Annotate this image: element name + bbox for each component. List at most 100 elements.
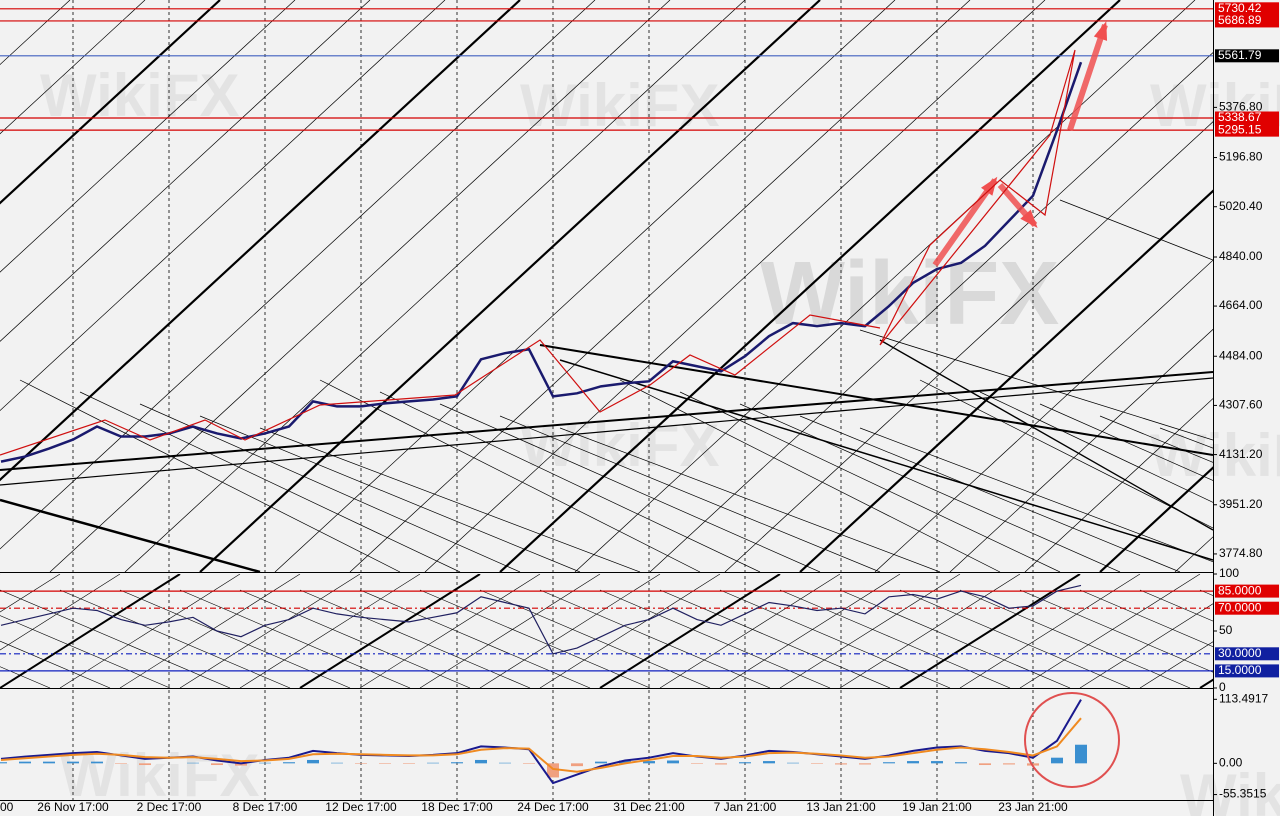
fan-line (659, 574, 841, 688)
histogram-bar (1027, 763, 1039, 766)
fan-line (919, 379, 1213, 529)
fan-line (0, 0, 296, 273)
fan-line (424, 0, 1046, 572)
series-line (0, 61, 1083, 463)
fan-line (299, 589, 531, 688)
fan-line (659, 589, 891, 688)
y-tick-label: 4131.20 (1219, 447, 1263, 461)
histogram-bar (187, 762, 199, 764)
arrow-head (1093, 21, 1108, 41)
fan-line (539, 574, 721, 688)
fan-line (859, 427, 1213, 563)
histogram-bar (691, 763, 703, 764)
fan-line (724, 121, 1213, 572)
level-label: 70.0000 (1218, 600, 1262, 614)
y-tick-label: 5020.40 (1219, 199, 1263, 213)
y-tick-label: 4307.60 (1219, 398, 1263, 412)
fan-line (0, 0, 521, 482)
level-label: 5730.42 (1218, 1, 1262, 15)
fan-line (119, 589, 351, 688)
histogram-bar (499, 762, 511, 764)
fan-line (899, 589, 1131, 688)
y-tick-label: 4664.00 (1219, 298, 1263, 312)
histogram-bar (211, 763, 223, 766)
watermark: WikiFX (1150, 422, 1280, 489)
fan-line (874, 259, 1213, 572)
fan-line (1019, 589, 1213, 673)
fan-line (499, 415, 881, 572)
fan-line (739, 403, 1121, 572)
trend-line (0, 371, 1213, 471)
fan-line (379, 391, 761, 572)
level-box (1215, 601, 1279, 615)
fan-line (719, 574, 901, 688)
histogram-bar (523, 763, 535, 764)
x-tick-label: 13 Jan 21:00 (806, 800, 876, 814)
x-tick-label: 18 Dec 17:00 (421, 800, 493, 814)
histogram-bar (619, 760, 631, 764)
histogram-bar (595, 761, 607, 764)
histogram-bar (379, 763, 391, 764)
fan-line (59, 589, 291, 688)
pattern-outline (879, 49, 1076, 346)
fan-line (499, 0, 1121, 572)
watermark: WikiFX (520, 412, 719, 479)
histogram-bar (139, 763, 151, 766)
fan-line (0, 0, 446, 412)
histogram-bar (907, 761, 919, 764)
level-label: 30.0000 (1218, 646, 1262, 660)
fan-line (0, 574, 181, 688)
y-tick-label: 4840.00 (1219, 249, 1263, 263)
x-tick-label: 00 (0, 800, 14, 814)
x-tick-label: 26 Nov 17:00 (37, 800, 109, 814)
fan-line (439, 403, 821, 572)
x-tick-label: 23 Jan 21:00 (998, 800, 1068, 814)
series-line (0, 584, 1082, 655)
fan-line (139, 403, 521, 572)
y-tick-label: 5376.80 (1219, 100, 1263, 114)
y-tick-label: 3951.20 (1219, 497, 1263, 511)
fan-line (899, 574, 1081, 688)
histogram-bar (1075, 744, 1087, 764)
fan-line (779, 574, 961, 688)
histogram-bar (0, 762, 7, 764)
y-tick-label: 0.00 (1219, 756, 1243, 770)
fan-line (574, 0, 1196, 572)
histogram-bar (835, 763, 847, 765)
trend-line (539, 344, 1213, 456)
level-box (1215, 647, 1279, 661)
fan-line (359, 574, 541, 688)
fan-line (179, 589, 411, 688)
fan-line (1099, 466, 1213, 572)
fan-line (649, 52, 1213, 572)
fan-line (319, 379, 701, 572)
fan-line (419, 574, 601, 688)
histogram-bar (1003, 763, 1015, 765)
arrow-shaft (1067, 24, 1108, 131)
fan-line (959, 589, 1191, 688)
fan-line (1139, 589, 1213, 622)
fan-line (179, 574, 361, 688)
histogram-bar (883, 762, 895, 764)
histogram-bar (115, 763, 127, 764)
level-label: 85.0000 (1218, 583, 1262, 597)
x-tick-label: 8 Dec 17:00 (233, 800, 298, 814)
level-label: 15.0000 (1218, 663, 1262, 677)
fan-line (0, 589, 231, 688)
y-tick-label: 50 (1219, 623, 1233, 637)
fan-line (274, 0, 896, 572)
y-tick-label: 5196.80 (1219, 150, 1263, 164)
histogram-bar (931, 761, 943, 764)
trend-line (0, 377, 1213, 486)
trend-line (859, 329, 1213, 441)
histogram-bar (427, 762, 439, 764)
fan-line (79, 391, 461, 572)
fan-line (1024, 398, 1213, 572)
fan-lines (0, 574, 1213, 688)
fan-line (839, 589, 1071, 688)
x-tick-label: 12 Dec 17:00 (325, 800, 397, 814)
fan-line (949, 328, 1213, 572)
fan-line (719, 589, 951, 688)
